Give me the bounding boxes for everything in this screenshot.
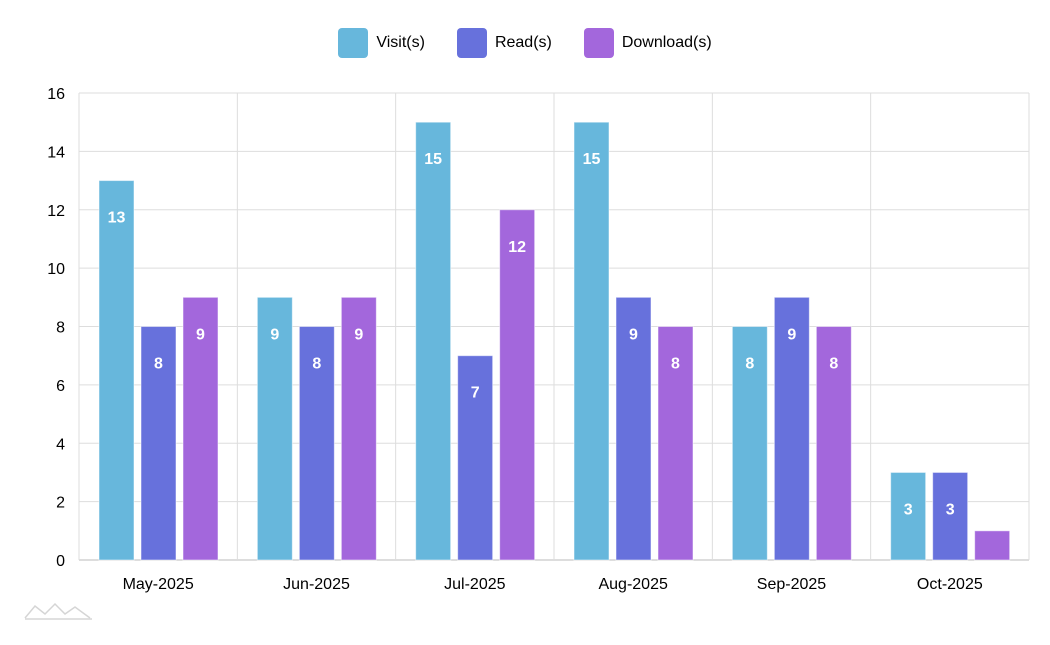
data-label: 15	[424, 151, 442, 168]
bar	[140, 326, 177, 561]
x-tick-label: Oct-2025	[917, 576, 983, 593]
x-tick-label: Aug-2025	[598, 576, 667, 593]
bar	[256, 296, 293, 561]
bar	[340, 296, 377, 561]
y-tick-label: 16	[47, 86, 65, 103]
legend-item-downloads[interactable]: Download(s)	[583, 28, 712, 58]
data-label: 8	[829, 356, 838, 373]
data-label: 8	[312, 356, 321, 373]
y-tick-label: 12	[47, 203, 65, 220]
data-label: 9	[196, 326, 205, 343]
legend: Visit(s) Read(s) Download(s)	[0, 28, 1050, 58]
legend-label: Read(s)	[494, 34, 552, 51]
bar	[615, 296, 652, 561]
data-label: 8	[154, 356, 163, 373]
x-tick-label: May-2025	[123, 576, 194, 593]
bar	[932, 471, 969, 561]
x-tick-label: Jun-2025	[283, 576, 350, 593]
bar	[298, 326, 335, 561]
bar	[974, 530, 1011, 561]
y-tick-label: 2	[56, 495, 65, 512]
bar	[415, 121, 452, 561]
legend-item-reads[interactable]: Read(s)	[456, 28, 552, 58]
data-label: 9	[354, 326, 363, 343]
data-label: 13	[108, 210, 126, 227]
bar	[499, 209, 536, 561]
amcharts-logo-icon	[24, 602, 92, 620]
bar	[573, 121, 610, 561]
data-label: 8	[671, 356, 680, 373]
bar	[890, 471, 927, 561]
y-tick-label: 10	[47, 261, 65, 278]
bar	[98, 180, 135, 561]
legend-label: Download(s)	[621, 34, 712, 51]
data-label: 9	[787, 326, 796, 343]
x-tick-label: Jul-2025	[444, 576, 505, 593]
data-label: 3	[946, 501, 955, 518]
y-tick-label: 6	[56, 378, 65, 395]
data-label: 12	[508, 239, 526, 256]
legend-item-visits[interactable]: Visit(s)	[338, 28, 425, 58]
bar	[457, 355, 494, 561]
y-tick-label: 8	[56, 320, 65, 337]
bar	[731, 326, 768, 561]
data-label: 15	[583, 151, 601, 168]
x-tick-label: Sep-2025	[757, 576, 826, 593]
legend-swatch	[338, 28, 369, 58]
bar	[773, 296, 810, 561]
data-label: 8	[745, 356, 754, 373]
legend-swatch	[583, 28, 614, 58]
data-label: 9	[270, 326, 279, 343]
data-label: 7	[471, 385, 480, 402]
bar	[182, 296, 219, 561]
y-tick-label: 0	[56, 553, 65, 570]
y-tick-label: 14	[47, 144, 65, 161]
legend-swatch	[456, 28, 487, 58]
bar	[815, 326, 852, 561]
data-label: 9	[629, 326, 638, 343]
legend-label: Visit(s)	[376, 34, 425, 51]
data-label: 3	[904, 501, 913, 518]
y-tick-label: 4	[56, 436, 65, 453]
bar	[657, 326, 694, 561]
